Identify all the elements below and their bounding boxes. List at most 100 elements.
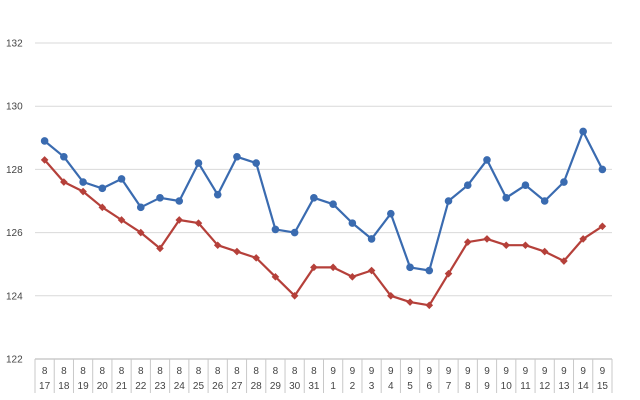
series-1-point: [406, 263, 414, 272]
series-lines: [43, 130, 604, 307]
series-2-point: [98, 203, 107, 212]
x-tick-day: 12: [539, 381, 551, 392]
series-1-point: [175, 197, 184, 205]
series-2-point: [444, 269, 453, 278]
x-tick-month: 9: [369, 366, 375, 377]
x-tick-day: 9: [484, 381, 490, 392]
x-tick-month: 9: [350, 366, 356, 377]
y-tick-label: 132: [6, 39, 23, 50]
x-tick-day: 26: [212, 381, 224, 392]
series-1-point: [425, 266, 434, 275]
x-axis: [34, 358, 613, 393]
y-tick-label: 130: [6, 102, 23, 113]
series-1-point: [117, 175, 126, 183]
series-2-point: [79, 187, 87, 196]
x-tick-day: 19: [78, 381, 90, 392]
series-2-point: [425, 301, 434, 310]
series-2-point: [40, 156, 49, 164]
x-tick-month: 9: [427, 366, 433, 377]
x-tick-month: 9: [600, 366, 606, 377]
series-2-point: [387, 292, 395, 300]
x-tick-day: 18: [58, 381, 70, 392]
series-1-point: [579, 127, 587, 136]
x-tick-month: 8: [176, 366, 182, 377]
y-axis-tick-labels: 122 124 126 128 130 132: [6, 39, 23, 366]
x-tick-day: 8: [465, 381, 471, 392]
x-tick-day: 3: [369, 381, 375, 392]
series-1-point: [502, 194, 511, 202]
series-1-point: [233, 152, 241, 161]
series-1-point: [444, 197, 453, 205]
x-tick-day: 31: [308, 381, 320, 392]
x-tick-day: 30: [289, 381, 301, 392]
x-tick-day: 5: [407, 381, 413, 392]
series-2-point: [598, 222, 607, 231]
series-2-point: [540, 247, 549, 256]
y-tick-label: 122: [6, 355, 23, 366]
x-tick-month: 8: [42, 366, 48, 377]
series-2-point: [194, 219, 203, 227]
gridlines: [35, 42, 612, 297]
x-tick-month: 8: [273, 366, 279, 377]
series-1-point: [540, 197, 549, 205]
x-tick-month: 9: [542, 366, 548, 377]
x-tick-month: 8: [311, 366, 317, 377]
series-2-point: [367, 266, 376, 275]
series-1-point: [98, 184, 107, 193]
series-2-point: [136, 228, 145, 237]
x-tick-month: 8: [196, 366, 202, 377]
series-2-point: [156, 244, 164, 253]
x-tick-month: 9: [503, 366, 509, 377]
series-1-point: [598, 165, 607, 174]
y-tick-label: 128: [6, 165, 23, 176]
series-1-point: [463, 181, 472, 189]
series-2-point: [175, 216, 184, 224]
series-2-point: [213, 241, 222, 250]
series-2-point: [271, 273, 280, 281]
series-1-point: [156, 194, 164, 202]
x-tick-day: 7: [446, 381, 452, 392]
x-tick-day: 21: [116, 381, 128, 392]
x-tick-month: 8: [61, 366, 67, 377]
series-1-point: [329, 200, 337, 208]
series-1-point: [136, 203, 145, 212]
x-tick-month: 8: [234, 366, 240, 377]
x-tick-month: 9: [580, 366, 586, 377]
x-tick-day: 29: [270, 381, 282, 392]
x-tick-month: 9: [407, 366, 413, 377]
x-tick-day: 20: [97, 381, 109, 392]
x-tick-month: 9: [446, 366, 452, 377]
x-tick-month: 8: [215, 366, 221, 377]
series-1-point: [387, 209, 395, 218]
y-tick-label: 126: [6, 228, 23, 239]
series-1-point: [213, 190, 222, 199]
x-tick-day: 24: [174, 381, 186, 392]
series-1-point: [367, 235, 376, 243]
x-tick-day: 4: [388, 381, 394, 392]
series-2-point: [502, 241, 511, 250]
series-1-line: [43, 130, 604, 272]
x-tick-day: 28: [251, 381, 263, 392]
x-tick-month: 9: [561, 366, 567, 377]
series-2-point: [521, 241, 530, 250]
series-1-point: [60, 152, 68, 161]
x-tick-day: 6: [427, 381, 433, 392]
series-2-point: [348, 273, 357, 281]
series-1-point: [194, 159, 203, 167]
x-tick-day: 23: [154, 381, 166, 392]
series-2-point: [117, 216, 126, 224]
x-tick-day: 27: [231, 381, 243, 392]
series-2-point: [329, 263, 337, 272]
x-tick-day: 10: [501, 381, 513, 392]
series-2-point: [233, 247, 241, 256]
x-tick-day: 17: [39, 381, 51, 392]
x-tick-day: 11: [520, 381, 531, 392]
x-tick-day: 22: [135, 381, 147, 392]
x-tick-month: 8: [100, 366, 106, 377]
x-tick-day: 14: [578, 381, 590, 392]
series-2-point: [579, 235, 587, 243]
series-1-point: [348, 219, 357, 227]
series-2-point: [310, 263, 318, 272]
x-tick-month: 8: [292, 366, 298, 377]
